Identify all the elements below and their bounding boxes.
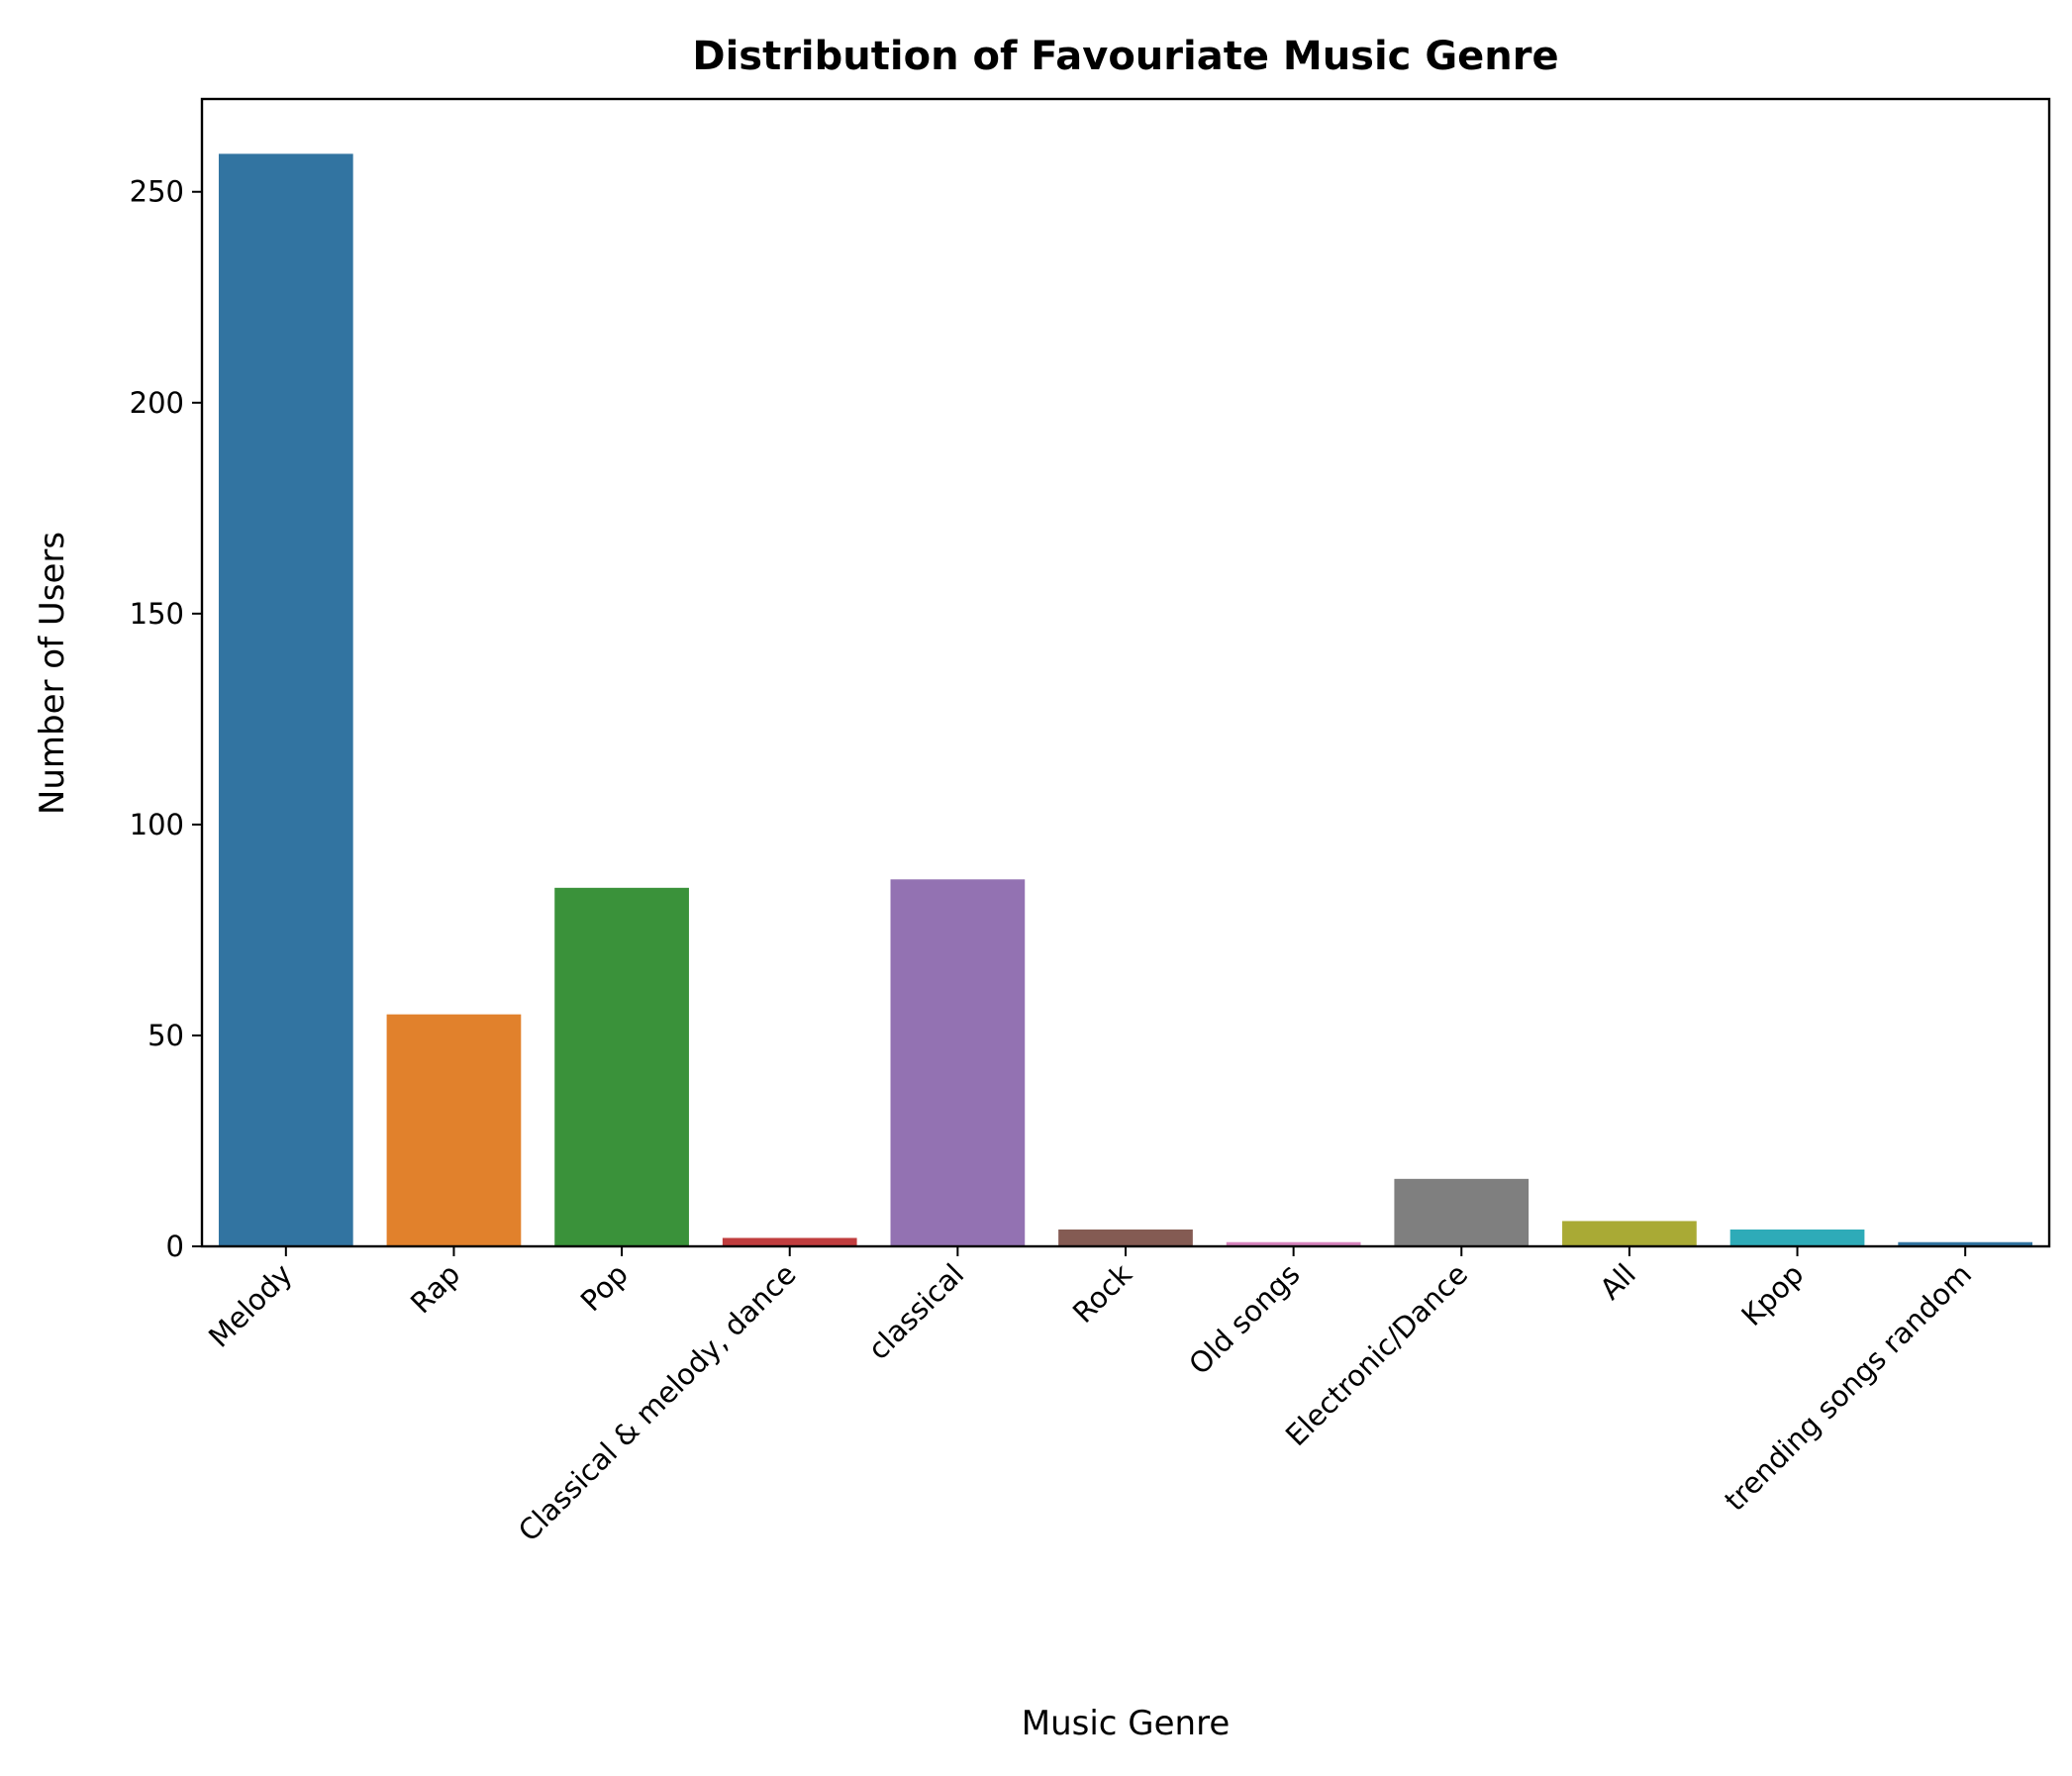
x-tick-label: All: [1593, 1257, 1641, 1306]
y-tick-label: 250: [130, 175, 184, 209]
bar-7: [1394, 1178, 1529, 1246]
x-tick-label: Rap: [404, 1257, 466, 1320]
bar-8: [1562, 1221, 1697, 1246]
bar-1: [386, 1014, 522, 1246]
x-tick-label: Electronic/Dance: [1279, 1257, 1474, 1452]
bar-2: [554, 887, 689, 1246]
plot-frame: [200, 97, 2051, 1248]
x-tick-label: Kpop: [1734, 1257, 1810, 1332]
x-tick-label: Classical & melody, dance: [512, 1257, 803, 1548]
y-tick-label: 100: [130, 808, 184, 841]
y-tick-label: 150: [130, 597, 184, 631]
y-tick-label: 200: [130, 386, 184, 420]
bar-10: [1898, 1241, 2033, 1246]
bar-4: [890, 879, 1026, 1246]
bar-9: [1729, 1229, 1865, 1246]
y-axis-label: Number of Users: [33, 532, 72, 815]
x-tick-label: Old songs: [1182, 1257, 1306, 1381]
x-tick-label: classical: [861, 1257, 970, 1366]
x-tick-label: Melody: [202, 1257, 299, 1354]
y-axis: 0 50 100 150 200 250: [130, 175, 202, 1263]
bar-5: [1058, 1229, 1193, 1246]
bar-6: [1226, 1241, 1361, 1246]
x-tick-label: Pop: [574, 1257, 635, 1318]
bar-0: [218, 153, 353, 1246]
x-tick-label: Rock: [1066, 1257, 1138, 1330]
bars: [218, 153, 2033, 1246]
y-tick-label: 50: [148, 1019, 184, 1052]
y-tick-label: 0: [166, 1230, 184, 1263]
chart-title: Distribution of Favouriate Music Genre: [692, 34, 1558, 79]
bar-3: [722, 1237, 857, 1246]
x-axis-label: Music Genre: [1022, 1704, 1231, 1743]
